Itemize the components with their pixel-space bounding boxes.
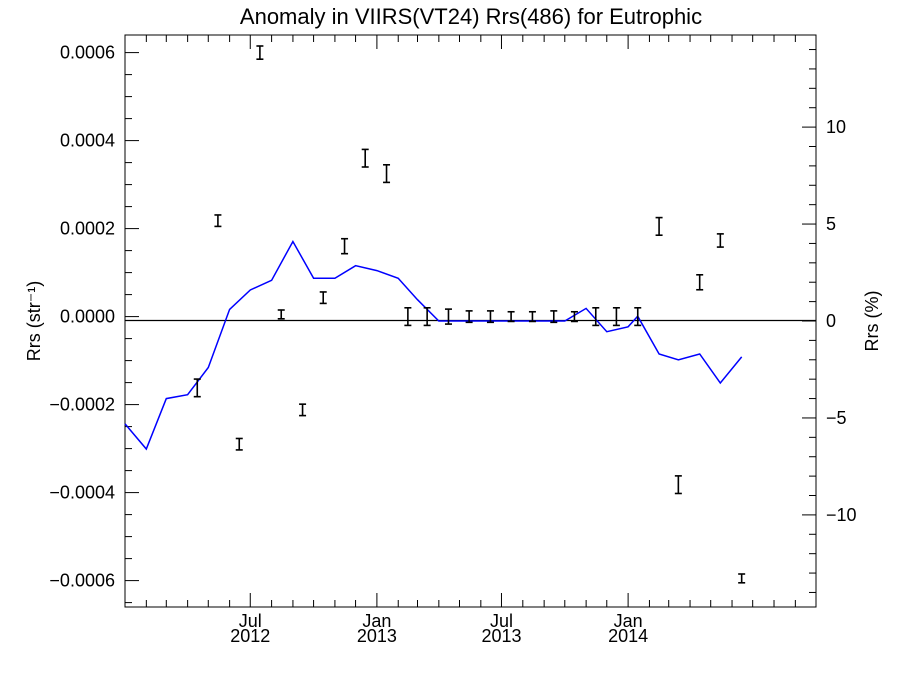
errorbar-point [634,306,642,327]
left-tick-label: 0.0004 [60,131,115,151]
left-tick-label: 0.0006 [60,43,115,63]
errorbar-point [193,378,201,398]
left-axis-label: Rrs (str⁻¹) [24,281,44,361]
errorbar-point [361,148,369,168]
errorbar-point [592,306,600,327]
errorbar-point [674,475,682,495]
errorbar-point [319,291,327,305]
right-tick-label: 0 [826,311,836,331]
errorbar-point [423,306,431,327]
right-axis-label: Rrs (%) [862,291,882,352]
x-tick-month: Jan [614,611,643,631]
errorbar-point [507,310,515,323]
errorbar-point [383,164,391,184]
x-tick-year: 2012 [230,626,270,646]
errorbar-point [655,216,663,236]
errorbar-point [465,310,473,324]
errorbar-point [277,309,285,320]
left-tick-label: 0.0000 [60,307,115,327]
errorbar-point [299,403,307,417]
right-tick-label: 10 [826,117,846,137]
right-tick-label: −10 [826,505,857,525]
left-tick-label: −0.0002 [49,395,115,415]
x-tick-year: 2014 [608,626,648,646]
rrs-anomaly-errorbars [193,45,746,584]
errorbar-point [528,310,536,323]
errorbar-point [256,45,264,61]
errorbar-point [570,310,578,323]
errorbar-point [404,306,412,327]
errorbar-point [341,237,349,255]
errorbar-point [716,233,724,248]
errorbar-point [738,573,746,584]
errorbar-point [486,310,494,324]
left-tick-label: 0.0002 [60,219,115,239]
right-axis: 10 5 0 −5 −10 [802,49,857,593]
errorbar-point [235,437,243,451]
series-line [124,239,743,451]
x-tick-month: Jul [239,611,262,631]
left-tick-label: −0.0006 [49,571,115,591]
percent-anomaly-line [124,239,743,451]
errorbar-point [612,306,620,327]
x-tick-month: Jan [362,611,391,631]
left-axis: 0.0006 0.0004 0.0002 0.0000 −0.0002 −0.0004 −0… [49,43,139,604]
errorbar-point [214,214,222,228]
right-tick-label: −5 [826,408,847,428]
errorbar-point [550,310,558,324]
x-tick-year: 2013 [357,626,397,646]
errorbar-point [444,308,452,325]
x-tick-month: Jul [490,611,513,631]
left-tick-label: −0.0004 [49,483,115,503]
right-tick-label: 5 [826,214,836,234]
chart-title: Anomaly in VIIRS(VT24) Rrs(486) for Eutr… [240,4,702,29]
x-tick-year: 2013 [481,626,521,646]
errorbar-point [696,273,704,291]
